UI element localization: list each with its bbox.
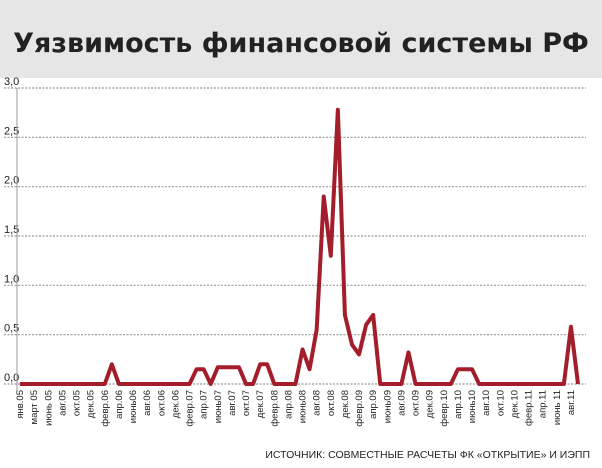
x-tick-label: авг.09	[396, 390, 407, 416]
y-tick-label: 3,0	[4, 76, 19, 88]
x-tick-label: март 05	[29, 390, 40, 424]
x-tick-label: апр.06	[114, 390, 125, 419]
x-tick-label: апр.09	[368, 390, 379, 419]
x-tick-label: июнь 11	[552, 390, 563, 425]
source-note: ИСТОЧНИК: СОВМЕСТНЫЕ РАСЧЕТЫ ФК «ОТКРЫТИ…	[265, 449, 590, 461]
y-tick-label: 1,5	[4, 224, 19, 236]
x-tick-label: окт.09	[411, 390, 422, 416]
x-tick-label: июнь06	[128, 390, 139, 423]
y-tick-label: 0,5	[4, 323, 19, 335]
x-tick-label: окт.07	[241, 390, 252, 416]
y-tick-label: 0,0	[4, 372, 19, 384]
x-tick-label: июнь 05	[43, 390, 54, 426]
x-tick-label: июнь08	[298, 390, 309, 423]
x-tick-label: февр.10	[439, 390, 450, 427]
x-tick-label: окт.05	[72, 390, 83, 416]
x-tick-label: июнь09	[382, 390, 393, 423]
x-tick-label: апр.10	[453, 390, 464, 419]
x-tick-label: дек.08	[340, 390, 351, 418]
x-tick-label: дек.07	[255, 390, 266, 418]
x-tick-label: дек.06	[170, 390, 181, 418]
x-tick-label: апр.07	[199, 390, 210, 419]
x-tick-label: авг.07	[227, 390, 238, 416]
x-tick-label: дек.05	[86, 390, 97, 418]
x-tick-label: февр.08	[269, 390, 280, 427]
x-tick-label: февр.07	[185, 390, 196, 427]
line-series	[20, 107, 580, 386]
x-tick-label: авг.08	[312, 390, 323, 416]
x-tick-label: февр.06	[100, 390, 111, 427]
x-tick-label: дек.09	[425, 390, 436, 418]
y-tick-label: 1,0	[4, 273, 19, 285]
x-tick-label: янв.05	[15, 390, 26, 419]
y-tick-label: 2,0	[4, 175, 19, 187]
x-tick-label: окт.10	[495, 390, 506, 416]
x-tick-label: окт.06	[156, 390, 167, 416]
x-tick-label: авг.06	[142, 390, 153, 416]
x-tick-label: авг.10	[481, 390, 492, 416]
x-tick-label: окт.08	[326, 390, 337, 416]
x-tick-label: февр.11	[524, 390, 535, 426]
y-tick-label: 2,5	[4, 125, 19, 137]
x-tick-label: апр.11	[538, 390, 549, 418]
x-tick-label: июнь10	[467, 390, 478, 423]
x-tick-label: авг.11	[566, 390, 577, 415]
chart-title: Уязвимость финансовой системы РФ	[13, 28, 589, 59]
x-tick-label: авг.05	[57, 390, 68, 416]
x-tick-label: апр.08	[283, 390, 294, 419]
x-tick-label: февр.09	[354, 390, 365, 427]
x-tick-label: дек.10	[509, 390, 520, 418]
title-band	[0, 0, 602, 78]
x-tick-label: июнь07	[213, 390, 224, 423]
